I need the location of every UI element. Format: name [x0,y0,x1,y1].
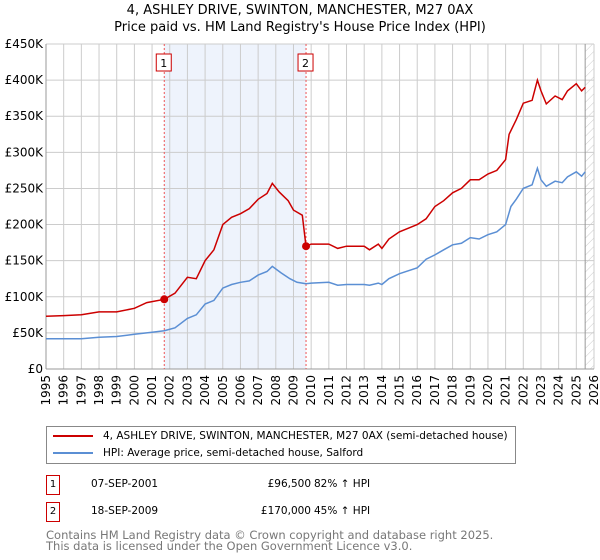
x-tick-label: 2014 [375,375,389,406]
sale-marker-badge: 2 [46,502,60,522]
x-tick-label: 2022 [516,375,530,406]
x-tick-label: 2020 [481,375,495,406]
y-tick-label: £100K [5,290,45,304]
y-tick-label: £200K [5,218,45,232]
table-row: 1 07-SEP-2001 £96,500 82% ↑ HPI [46,475,546,495]
x-tick-label: 2000 [127,375,141,406]
x-tick-label: 2003 [180,375,194,406]
y-tick-label: £450K [5,37,45,51]
x-tick-label: 1996 [57,375,71,406]
sale-marker-label: 2 [302,57,309,70]
x-tick-label: 2009 [286,375,300,406]
footer-license: This data is licensed under the Open Gov… [46,539,413,553]
y-tick-label: £0 [28,362,43,376]
y-tick-label: £50K [12,326,44,340]
sale-marker-label: 1 [160,57,167,70]
table-row: 2 18-SEP-2009 £170,000 45% ↑ HPI [46,502,546,522]
x-tick-label: 2025 [569,375,583,406]
x-tick-label: 2005 [216,375,230,406]
y-tick-label: £150K [5,254,45,268]
plot-area: 1995 1996 1997 1998 1999 2000 2001 2002 2003 2004… [5,37,600,406]
price-paid-line [45,77,586,318]
sale-marker-box [155,53,172,72]
x-tick-label: 2013 [357,375,371,406]
sale-price: £170,000 [260,505,311,517]
x-tick-label: 2010 [304,375,318,406]
x-tick-label: 2004 [198,375,212,406]
x-tick-label: 2012 [340,375,354,406]
x-tick-label: 2019 [463,375,477,406]
forecast-hatch [585,44,594,369]
x-tick-label: 2024 [552,375,566,406]
footer: Contains HM Land Registry data © Crown c… [46,528,494,553]
y-tick-label: £400K [5,73,45,87]
x-tick-label: 1998 [92,375,106,406]
x-tick-label: 2001 [145,375,159,406]
x-tick-label: 2023 [534,375,548,406]
sale-marker-box [297,53,314,72]
x-tick-label: 2011 [322,375,336,406]
legend-swatch-property [53,435,93,437]
sale-point [160,295,169,304]
x-tick-label: 2017 [428,375,442,406]
sale-point [302,242,311,251]
legend-label-property: 4, ASHLEY DRIVE, SWINTON, MANCHESTER, M2… [103,430,508,442]
hpi-line [46,165,586,340]
x-tick-label: 2002 [163,375,177,406]
y-tick-label: £250K [5,181,45,195]
sale-price: £96,500 [267,478,311,490]
x-tick-label: 1997 [74,375,88,406]
x-tick-label: 1995 [39,375,53,406]
x-tick-label: 2008 [269,375,283,406]
sale-date: 18-SEP-2009 [91,505,159,517]
x-tick-label: 2006 [233,375,247,406]
x-tick-label: 2018 [446,375,460,406]
x-tick-label: 1999 [110,375,124,406]
x-tick-label: 2007 [251,375,265,406]
x-tick-label: 2016 [410,375,424,406]
legend-swatch-hpi [53,452,93,454]
chart-subtitle: Price paid vs. HM Land Registry's House … [114,20,486,35]
y-tick-label: £350K [5,109,45,123]
sale-hpi-diff: 82% ↑ HPI [314,478,371,490]
x-tick-label: 2026 [587,375,600,406]
x-tick-label: 2015 [393,375,407,406]
sale-marker-badge: 1 [46,475,60,495]
legend-label-hpi: HPI: Average price, semi-detached house,… [103,447,364,459]
sale-hpi-diff: 45% ↑ HPI [314,505,371,517]
chart-title: 4, ASHLEY DRIVE, SWINTON, MANCHESTER, M2… [126,3,474,18]
x-tick-label: 2021 [499,375,513,406]
y-tick-label: £300K [5,145,45,159]
legend: 4, ASHLEY DRIVE, SWINTON, MANCHESTER, M2… [46,426,516,464]
sale-date: 07-SEP-2001 [91,478,159,490]
footer-copyright: Contains HM Land Registry data © Crown c… [46,528,494,542]
